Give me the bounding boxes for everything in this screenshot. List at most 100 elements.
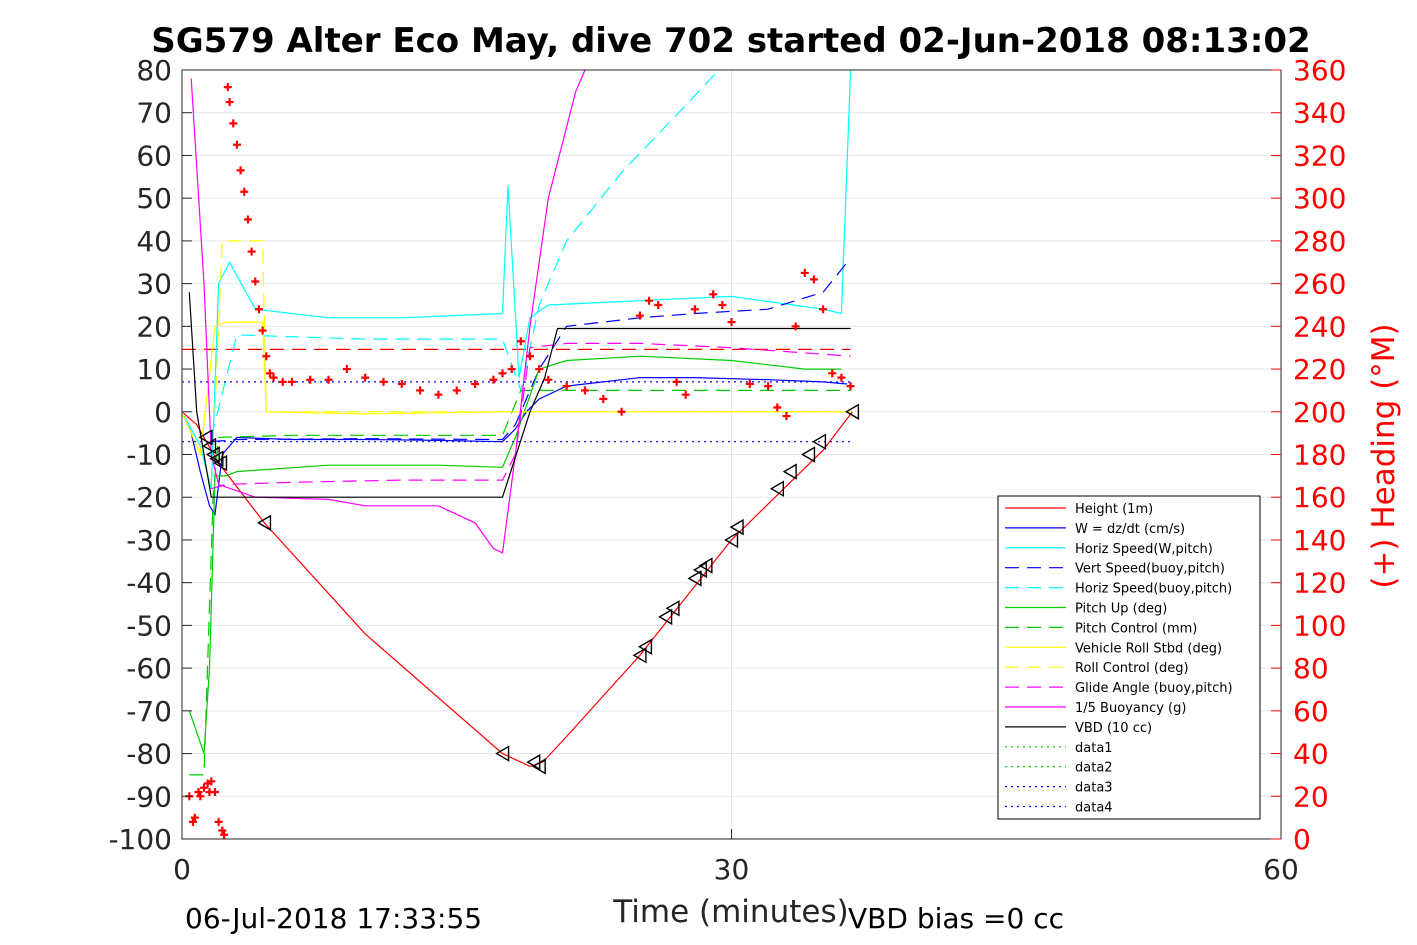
right-tick-label: 80: [1293, 652, 1329, 685]
heading-point: [225, 98, 234, 107]
left-tick-label: 20: [136, 310, 172, 343]
right-tick-label: 260: [1293, 268, 1346, 301]
series-line-vbd-10-cc: [188, 292, 851, 498]
heading-point: [262, 352, 271, 361]
right-tick-label: 180: [1293, 439, 1346, 472]
legend-label: data2: [1075, 761, 1113, 776]
legend-label: W = dz/dt (cm/s): [1075, 522, 1185, 537]
heading-point: [240, 187, 249, 196]
right-y-axis-ticks: 3603403203002802602402202001801601401201…: [1271, 54, 1346, 856]
heading-point: [635, 311, 644, 320]
heading-point: [526, 352, 535, 361]
heading-point: [837, 373, 846, 382]
x-axis-label: Time (minutes): [612, 894, 848, 930]
depth-marker: [769, 480, 784, 497]
legend-label: Roll Control (deg): [1075, 661, 1189, 676]
depth-marker: [632, 647, 647, 664]
heading-point: [188, 817, 197, 826]
heading-point: [800, 268, 809, 277]
depth-marker: [729, 518, 744, 536]
heading-point: [580, 386, 589, 395]
right-tick-label: 300: [1293, 182, 1346, 215]
heading-point: [516, 337, 525, 346]
depth-marker: [198, 429, 213, 446]
left-tick-label: 50: [136, 182, 172, 215]
legend-label: Height (1m): [1075, 502, 1153, 517]
heading-point: [229, 119, 238, 128]
right-tick-label: 220: [1293, 353, 1346, 386]
heading-point: [690, 305, 699, 314]
series-line-1-5-buoyancy-g: [190, 70, 586, 554]
heading-point: [535, 365, 544, 374]
depth-marker: [257, 514, 272, 532]
heading-point: [194, 788, 203, 797]
depth-marker: [782, 463, 797, 480]
left-tick-label: -30: [126, 524, 172, 557]
series-line-w-dz-dt-cm-s: [182, 377, 847, 517]
x-tick-label: 60: [1263, 853, 1299, 886]
heading-point: [745, 380, 754, 389]
heading-point: [782, 412, 791, 421]
right-tick-label: 240: [1293, 310, 1346, 343]
left-tick-label: 10: [136, 353, 172, 386]
heading-point: [361, 373, 370, 382]
left-tick-label: -100: [108, 823, 172, 856]
chart-title: SG579 Alter Eco May, dive 702 started 02…: [151, 21, 1310, 61]
heading-points: [185, 83, 855, 839]
right-tick-label: 60: [1293, 695, 1329, 728]
left-tick-label: -60: [126, 652, 172, 685]
heading-point: [199, 783, 208, 792]
heading-point: [452, 386, 461, 395]
legend-label: Horiz Speed(W,pitch): [1075, 542, 1213, 557]
heading-point: [243, 215, 252, 224]
heading-point: [416, 386, 425, 395]
right-tick-label: 200: [1293, 396, 1346, 429]
depth-marker: [638, 638, 653, 655]
heading-point: [764, 382, 773, 391]
left-tick-label: -90: [126, 780, 172, 813]
heading-point: [828, 369, 837, 378]
legend-label: Horiz Speed(buoy,pitch): [1075, 582, 1232, 597]
right-tick-label: 160: [1293, 481, 1346, 514]
legend: Height (1m) W = dz/dt (cm/s) Horiz Speed(W…: [997, 495, 1261, 820]
x-tick-label: 30: [714, 853, 750, 886]
legend-label: data1: [1075, 741, 1113, 756]
heading-point: [434, 390, 443, 399]
heading-point: [306, 375, 315, 384]
left-tick-label: -50: [126, 609, 172, 642]
left-tick-label: 80: [136, 54, 172, 87]
right-tick-label: 0: [1293, 823, 1311, 856]
left-tick-label: -40: [126, 567, 172, 600]
heading-point: [718, 300, 727, 309]
depth-marker: [812, 433, 827, 450]
left-tick-label: 40: [136, 225, 172, 258]
heading-point: [681, 390, 690, 399]
series-line-horiz-speed-w-pitch: [182, 70, 852, 489]
depth-markers: [198, 403, 860, 775]
heading-point: [562, 382, 571, 391]
heading-point: [846, 382, 855, 391]
legend-label: Pitch Control (mm): [1075, 621, 1197, 636]
heading-point: [498, 369, 507, 378]
left-tick-label: -10: [126, 439, 172, 472]
depth-marker: [495, 745, 510, 762]
depth-marker: [845, 403, 860, 420]
depth-marker: [658, 608, 673, 626]
heading-point: [210, 788, 219, 797]
right-tick-label: 280: [1293, 225, 1346, 258]
heading-point: [507, 365, 516, 374]
heading-point: [599, 394, 608, 403]
right-tick-label: 140: [1293, 524, 1346, 557]
heading-point: [773, 403, 782, 412]
heading-point: [471, 380, 480, 389]
heading-point: [214, 817, 223, 826]
heading-point: [709, 290, 718, 299]
right-tick-label: 120: [1293, 567, 1346, 600]
heading-point: [254, 305, 263, 314]
heading-point: [489, 375, 498, 384]
depth-marker: [687, 570, 702, 587]
left-tick-label: 0: [154, 396, 172, 429]
heading-point: [809, 275, 818, 284]
right-tick-label: 320: [1293, 139, 1346, 172]
